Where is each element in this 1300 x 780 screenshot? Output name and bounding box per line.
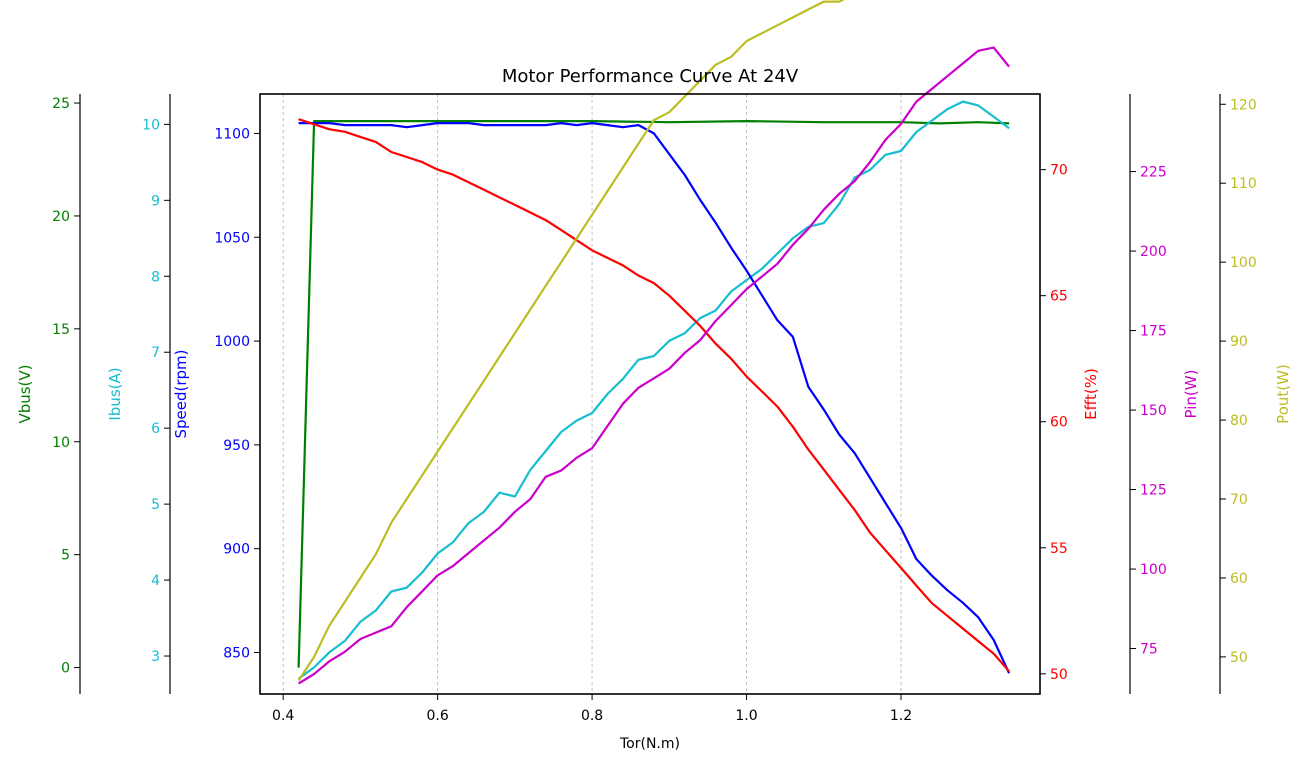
chart-title: Motor Performance Curve At 24V xyxy=(502,66,799,87)
ibus-a-tick-label: 4 xyxy=(151,573,160,589)
pout-w-tick-label: 110 xyxy=(1230,176,1257,192)
efft-tick-label: 60 xyxy=(1050,415,1068,431)
speed-rpm-tick-label: 1100 xyxy=(214,126,250,142)
pin-w-series-line xyxy=(298,46,1010,685)
vbus-v-series-line xyxy=(297,119,1010,668)
pin-w-tick-label: 150 xyxy=(1140,403,1167,419)
efft-tick-label: 50 xyxy=(1050,667,1068,683)
pout-w-tick-label: 100 xyxy=(1230,255,1257,271)
speed-rpm-tick-label: 850 xyxy=(223,645,250,661)
efft-tick-label: 70 xyxy=(1050,163,1068,179)
x-tick-label: 0.8 xyxy=(581,708,603,724)
pout-w-axis-label: Pout(W) xyxy=(1274,364,1292,424)
x-tick-label: 1.2 xyxy=(890,708,912,724)
vbus-v-tick-label: 0 xyxy=(61,661,70,677)
ibus-a-axis-label: Ibus(A) xyxy=(106,367,124,420)
ibus-a-tick-label: 6 xyxy=(151,421,160,437)
speed-rpm-tick-label: 1000 xyxy=(214,334,250,350)
x-grid xyxy=(282,94,902,694)
pin-w-tick-label: 125 xyxy=(1140,483,1167,499)
x-axis-label: Tor(N.m) xyxy=(619,736,680,752)
speed-rpm-tick-label: 1050 xyxy=(214,230,250,246)
efft-tick-label: 55 xyxy=(1050,541,1068,557)
pin-w-tick-label: 225 xyxy=(1140,165,1167,181)
vbus-v-tick-label: 5 xyxy=(61,548,70,564)
efft-series-line xyxy=(298,118,1010,673)
pout-w-tick-label: 50 xyxy=(1230,650,1248,666)
x-tick-label: 0.4 xyxy=(272,708,294,724)
speed-rpm-series-line xyxy=(298,121,1011,674)
vbus-v-tick-label: 20 xyxy=(52,209,70,225)
plot-frame xyxy=(259,93,1041,695)
y-axes: 0 5 10 15 20 25 Vbus(V) 3 4 5 6 7 8 9 10 Ibus(A) 850 900 9… xyxy=(16,94,1292,694)
pin-w-tick-label: 200 xyxy=(1140,244,1167,260)
speed-rpm-tick-label: 950 xyxy=(223,438,250,454)
pout-w-tick-label: 60 xyxy=(1230,571,1248,587)
pin-w-axis-label: Pin(W) xyxy=(1182,370,1200,419)
x-tick-label: 0.6 xyxy=(426,708,448,724)
pin-w-tick-label: 75 xyxy=(1140,642,1158,658)
ibus-a-tick-label: 10 xyxy=(142,117,160,133)
pout-w-tick-label: 90 xyxy=(1230,334,1248,350)
ibus-a-tick-label: 5 xyxy=(151,497,160,513)
pout-w-tick-label: 70 xyxy=(1230,492,1248,508)
vbus-v-tick-label: 25 xyxy=(52,96,70,112)
x-axis: 0.4 0.6 0.8 1.0 1.2 xyxy=(272,694,912,724)
series-lines xyxy=(297,0,1011,685)
ibus-a-tick-label: 3 xyxy=(151,649,160,665)
efft-axis-label: Efft(%) xyxy=(1082,368,1100,420)
pout-w-tick-label: 80 xyxy=(1230,413,1248,429)
ibus-a-tick-label: 7 xyxy=(151,345,160,361)
vbus-v-tick-label: 15 xyxy=(52,322,70,338)
vbus-v-tick-label: 10 xyxy=(52,435,70,451)
efft-tick-label: 65 xyxy=(1050,289,1068,305)
ibus-a-tick-label: 9 xyxy=(151,193,160,209)
speed-rpm-axis-label: Speed(rpm) xyxy=(172,349,190,438)
pout-w-tick-label: 120 xyxy=(1230,97,1257,113)
vbus-v-axis-label: Vbus(V) xyxy=(16,364,34,423)
pin-w-tick-label: 175 xyxy=(1140,324,1167,340)
ibus-a-series-line xyxy=(297,100,1010,680)
pout-w-series-line xyxy=(297,0,845,682)
x-tick-label: 1.0 xyxy=(735,708,757,724)
speed-rpm-tick-label: 900 xyxy=(223,542,250,558)
pin-w-tick-label: 100 xyxy=(1140,562,1167,578)
ibus-a-tick-label: 8 xyxy=(151,269,160,285)
